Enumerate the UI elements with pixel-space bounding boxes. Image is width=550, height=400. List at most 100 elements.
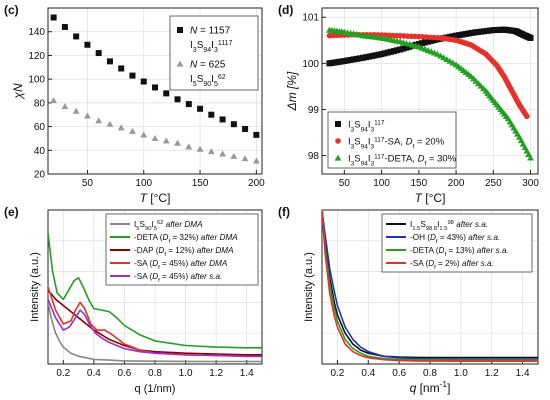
series-line <box>322 210 538 360</box>
panel-label: (d) <box>278 3 293 17</box>
x-axis-label-part: q <box>410 381 417 395</box>
x-tick-label: 150 <box>410 178 427 189</box>
formula-part: 90 <box>203 81 211 88</box>
legend-label-part: = 32%) <box>170 233 199 242</box>
x-tick-label: 0.4 <box>361 368 375 379</box>
series-line <box>48 289 262 356</box>
data-point <box>527 34 534 41</box>
legend: I5S90I562 after DMA-DETA (Df = 32%) afte… <box>105 213 259 286</box>
legend-label-part: f <box>424 160 426 167</box>
legend-label-part: f <box>436 239 438 245</box>
formula-part: 5 <box>193 81 197 88</box>
x-tick-label: 0.2 <box>330 368 344 379</box>
y-tick-label: 100 <box>28 75 45 86</box>
data-point <box>219 116 226 123</box>
x-axis-label-part: [°C] <box>147 191 170 205</box>
data-point <box>468 29 475 36</box>
data-point <box>359 54 366 61</box>
data-point <box>252 157 260 164</box>
data-point <box>197 105 204 112</box>
legend-label-part: after s.a. <box>190 272 222 281</box>
data-point <box>106 120 114 127</box>
x-tick-label: 50 <box>82 178 94 189</box>
legend-label-part: 94 <box>361 160 369 167</box>
legend-marker <box>334 154 342 161</box>
panel-label: (e) <box>4 205 19 219</box>
x-tick-label: 0.2 <box>56 368 70 379</box>
legend-box <box>381 213 533 273</box>
formula-part: I <box>211 74 214 85</box>
legend-label-part: I <box>368 120 371 131</box>
x-tick-label: 1.2 <box>209 368 223 379</box>
legend-label-part: 94 <box>361 126 369 133</box>
data-point <box>487 27 494 34</box>
legend-label: -SA (Df = 2%) after s.a. <box>410 259 494 271</box>
plot-area <box>48 233 262 363</box>
legend-label-part: 117 <box>374 136 385 143</box>
legend-marker <box>176 60 184 67</box>
legend-label: I3S94I3117-SA, Df = 20% <box>348 136 445 150</box>
legend-label-part: N <box>190 60 198 71</box>
legend-label-part: 117 <box>374 119 385 126</box>
data-point <box>151 135 159 142</box>
x-tick-label: 100 <box>373 178 390 189</box>
legend-label-part: -DETA ( <box>134 233 163 242</box>
legend-label-part: f <box>444 252 446 258</box>
legend-label-part: = 45%) <box>160 259 189 268</box>
formula-part: 1117 <box>218 40 233 47</box>
plot-area <box>326 26 534 161</box>
legend-label: N = 625 <box>190 60 226 71</box>
data-point <box>453 32 460 39</box>
legend-label-part: I <box>134 220 136 229</box>
data-point <box>95 50 102 57</box>
data-point <box>230 152 238 159</box>
legend-label: -DAP (Df = 12%) after DMA <box>134 246 234 258</box>
legend-label-part: S <box>354 154 360 165</box>
data-point <box>347 56 354 63</box>
y-tick-label: 60 <box>34 122 46 133</box>
formula-part: S <box>197 74 204 85</box>
data-point <box>381 50 388 57</box>
x-tick-label: 200 <box>248 178 265 189</box>
data-point <box>378 51 385 58</box>
legend-label-part: f <box>164 252 166 258</box>
data-point <box>356 55 363 62</box>
data-point <box>363 54 370 61</box>
legend-label-part: D <box>158 246 164 255</box>
data-point <box>477 28 484 35</box>
data-point <box>428 37 435 44</box>
data-point <box>140 78 147 85</box>
legend-label-part: I <box>368 137 371 148</box>
data-point <box>422 39 429 46</box>
series-1 <box>50 97 260 164</box>
data-point <box>391 48 397 55</box>
legend-label-part: -SA ( <box>134 259 152 268</box>
formula-part: 5 <box>214 81 218 88</box>
legend-label-part: 117 <box>374 153 385 160</box>
x-axis-label: T [°C] <box>415 191 446 205</box>
legend-label-part: 3 <box>370 143 374 150</box>
x-tick-label: 50 <box>339 178 351 189</box>
legend-label: I1.5S98.8I1.598 after s.a. <box>410 220 488 232</box>
plot-area <box>50 14 260 164</box>
series-line <box>322 210 538 361</box>
data-point <box>524 113 530 120</box>
series-1 <box>322 210 538 360</box>
legend-label-part: I <box>348 154 351 165</box>
series-line <box>48 298 262 358</box>
x-axis-label-part: ] <box>447 381 450 395</box>
legend-label-part: D <box>418 154 425 165</box>
data-point <box>129 127 136 134</box>
data-point <box>117 124 125 131</box>
data-point <box>219 150 226 157</box>
legend-label-part: 90 <box>145 226 151 232</box>
formula-part: 3 <box>214 47 218 54</box>
legend-label: I3S94I3117-DETA, Df = 30% <box>348 153 457 167</box>
data-point <box>527 154 534 161</box>
legend-label-part: after s.a. <box>468 233 500 242</box>
legend-label-part: 98.8 <box>426 226 437 232</box>
data-point <box>208 111 215 118</box>
data-point <box>375 51 382 58</box>
legend-label-part: after DMA <box>166 220 203 229</box>
